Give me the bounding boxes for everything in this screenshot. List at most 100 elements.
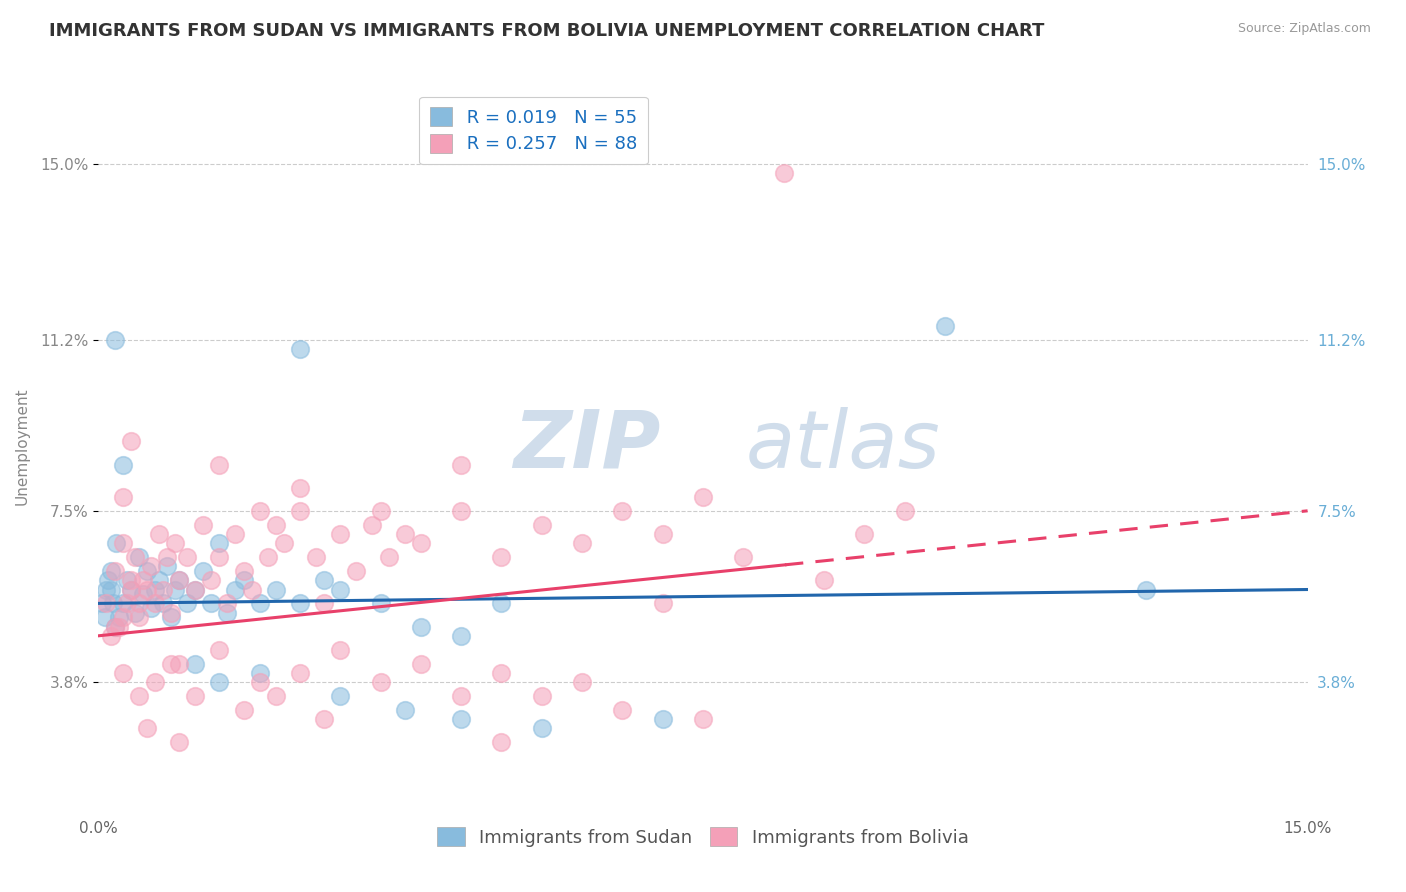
Point [167, 657, 190, 671]
Point [232, 703, 254, 717]
Point [329, 689, 352, 703]
Point [152, 582, 174, 597]
Point [329, 582, 352, 597]
Point [193, 517, 215, 532]
Point [139, 559, 162, 574]
Point [132, 587, 155, 601]
Point [249, 504, 271, 518]
Point [491, 596, 513, 610]
Point [107, 619, 129, 633]
Point [450, 629, 472, 643]
Point [94, 610, 117, 624]
Y-axis label: Unemployment: Unemployment [14, 387, 30, 505]
Point [208, 642, 231, 657]
Text: IMMIGRANTS FROM SUDAN VS IMMIGRANTS FROM BOLIVIA UNEMPLOYMENT CORRELATION CHART: IMMIGRANTS FROM SUDAN VS IMMIGRANTS FROM… [49, 22, 1045, 40]
Text: Source: ZipAtlas.com: Source: ZipAtlas.com [1237, 22, 1371, 36]
Point [288, 342, 311, 356]
Point [409, 619, 432, 633]
Point [135, 722, 157, 736]
Point [120, 574, 142, 588]
Legend: Immigrants from Sudan, Immigrants from Bolivia: Immigrants from Sudan, Immigrants from B… [430, 820, 976, 854]
Point [208, 458, 231, 472]
Point [143, 596, 166, 610]
Point [571, 536, 593, 550]
Point [115, 574, 138, 588]
Point [128, 550, 150, 565]
Point [176, 550, 198, 565]
Point [853, 527, 876, 541]
Point [1135, 582, 1157, 597]
Point [111, 536, 134, 550]
Point [111, 610, 134, 624]
Point [128, 596, 150, 610]
Point [120, 434, 142, 449]
Point [224, 527, 246, 541]
Point [893, 504, 915, 518]
Point [100, 629, 122, 643]
Text: atlas: atlas [745, 407, 941, 485]
Point [612, 504, 634, 518]
Point [232, 574, 254, 588]
Point [934, 318, 956, 333]
Point [217, 596, 239, 610]
Point [91, 596, 114, 610]
Point [264, 582, 287, 597]
Point [184, 582, 207, 597]
Point [249, 675, 271, 690]
Point [101, 596, 124, 610]
Point [377, 550, 399, 565]
Point [143, 582, 166, 597]
Point [288, 481, 311, 495]
Point [156, 559, 179, 574]
Point [111, 596, 134, 610]
Point [249, 596, 271, 610]
Point [208, 536, 231, 550]
Point [314, 596, 336, 610]
Point [651, 527, 673, 541]
Point [692, 490, 714, 504]
Point [240, 582, 263, 597]
Point [115, 596, 138, 610]
Point [249, 665, 271, 680]
Point [132, 574, 155, 588]
Point [148, 574, 170, 588]
Point [394, 703, 416, 717]
Point [200, 574, 222, 588]
Point [208, 550, 231, 565]
Point [143, 675, 166, 690]
Point [160, 606, 183, 620]
Point [288, 504, 311, 518]
Point [208, 675, 231, 690]
Point [96, 596, 118, 610]
Point [692, 712, 714, 726]
Point [813, 574, 835, 588]
Point [100, 564, 122, 578]
Point [314, 712, 336, 726]
Point [167, 574, 190, 588]
Point [394, 527, 416, 541]
Point [97, 574, 120, 588]
Point [288, 596, 311, 610]
Point [288, 665, 311, 680]
Point [111, 665, 134, 680]
Point [224, 582, 246, 597]
Point [184, 689, 207, 703]
Point [111, 458, 134, 472]
Point [135, 564, 157, 578]
Point [361, 517, 384, 532]
Point [370, 675, 392, 690]
Point [491, 665, 513, 680]
Point [450, 458, 472, 472]
Point [139, 601, 162, 615]
Point [120, 582, 142, 597]
Point [491, 550, 513, 565]
Point [107, 610, 129, 624]
Point [200, 596, 222, 610]
Point [148, 527, 170, 541]
Point [163, 536, 186, 550]
Point [329, 642, 352, 657]
Point [344, 564, 367, 578]
Point [772, 166, 794, 180]
Point [733, 550, 755, 565]
Point [651, 596, 673, 610]
